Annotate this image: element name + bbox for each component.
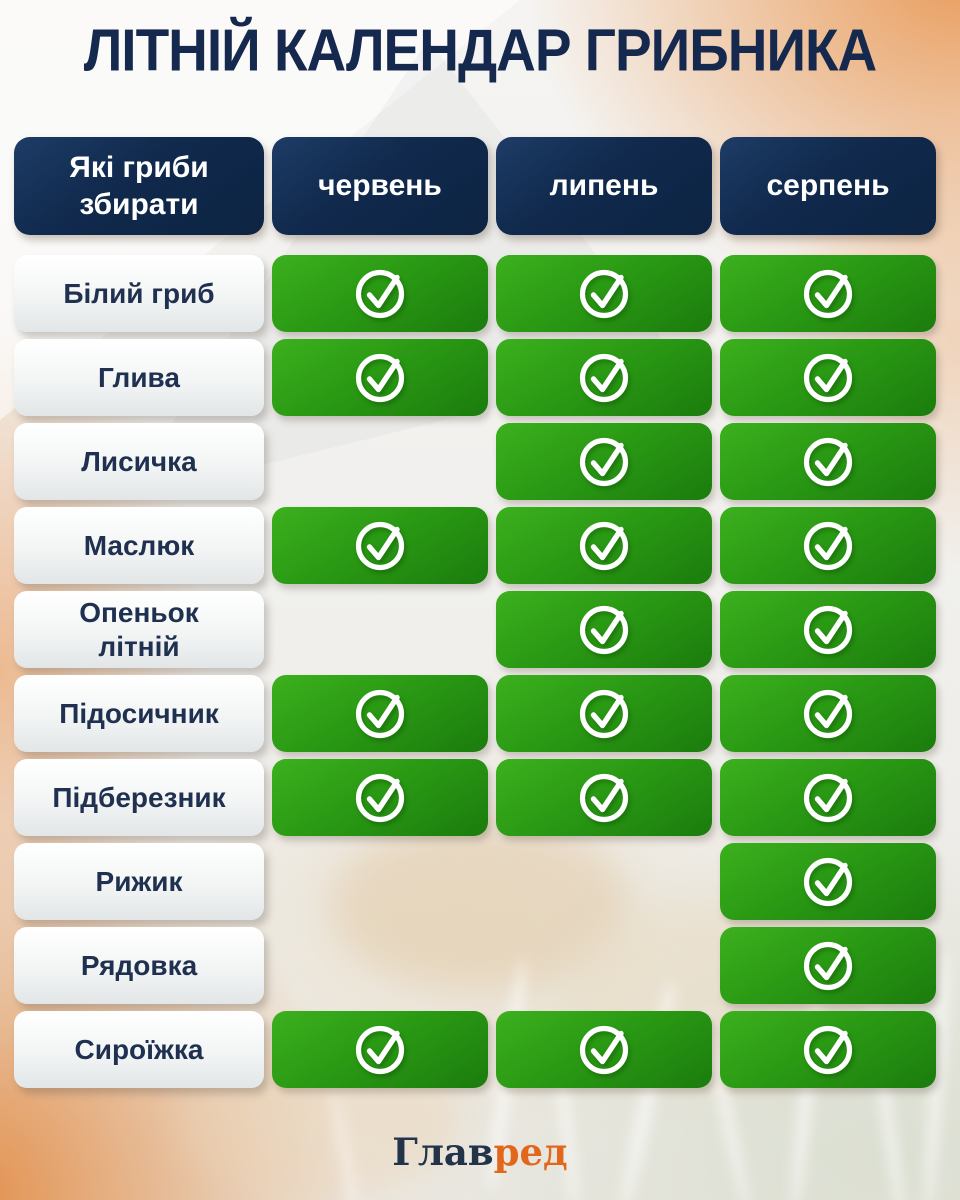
check-circle-icon: [579, 773, 629, 822]
mushroom-label: Опеньок літній: [14, 591, 264, 668]
check-circle-icon: [803, 857, 853, 906]
check-circle-icon: [803, 521, 853, 570]
empty-cell-row8-month1: [272, 843, 488, 920]
mushroom-label: Підосичник: [14, 675, 264, 752]
check-circle-icon: [355, 269, 405, 318]
check-circle-icon: [355, 353, 405, 402]
table-body: Білий гриб Глива Лисичка Маслюк Опеньок …: [14, 255, 936, 1088]
check-cell-row7-month3: [720, 759, 936, 836]
empty-cell-row8-month2: [496, 843, 712, 920]
check-cell-row10-month1: [272, 1011, 488, 1088]
check-circle-icon: [579, 521, 629, 570]
check-circle-icon: [803, 605, 853, 654]
check-cell-row6-month1: [272, 675, 488, 752]
check-circle-icon: [803, 773, 853, 822]
check-cell-row8-month3: [720, 843, 936, 920]
mushroom-label: Рядовка: [14, 927, 264, 1004]
mushroom-label: Підберезник: [14, 759, 264, 836]
check-circle-icon: [355, 773, 405, 822]
header-month-3: серпень: [720, 137, 936, 235]
check-circle-icon: [579, 269, 629, 318]
check-cell-row5-month3: [720, 591, 936, 668]
check-cell-row6-month2: [496, 675, 712, 752]
check-circle-icon: [579, 353, 629, 402]
check-circle-icon: [579, 437, 629, 486]
header-mushroom-column: Які гриби збирати: [14, 137, 264, 235]
check-cell-row1-month2: [496, 255, 712, 332]
table-header-row: Які гриби збирати червень липень серпень: [14, 137, 936, 235]
check-cell-row9-month3: [720, 927, 936, 1004]
empty-cell-row9-month1: [272, 927, 488, 1004]
check-cell-row4-month2: [496, 507, 712, 584]
logo-text-dark: Глав: [392, 1130, 494, 1174]
empty-cell-row9-month2: [496, 927, 712, 1004]
mushroom-label: Глива: [14, 339, 264, 416]
empty-cell-row3-month1: [272, 423, 488, 500]
check-cell-row4-month1: [272, 507, 488, 584]
check-circle-icon: [803, 689, 853, 738]
check-cell-row10-month3: [720, 1011, 936, 1088]
check-cell-row3-month2: [496, 423, 712, 500]
check-circle-icon: [803, 353, 853, 402]
check-cell-row2-month2: [496, 339, 712, 416]
check-circle-icon: [579, 1025, 629, 1074]
check-circle-icon: [803, 269, 853, 318]
check-cell-row2-month3: [720, 339, 936, 416]
check-cell-row4-month3: [720, 507, 936, 584]
page-title: ЛІТНІЙ КАЛЕНДАР ГРИБНИКА: [83, 16, 878, 84]
mushroom-label: Рижик: [14, 843, 264, 920]
check-circle-icon: [579, 689, 629, 738]
mushroom-label: Сироїжка: [14, 1011, 264, 1088]
check-cell-row1-month3: [720, 255, 936, 332]
check-cell-row7-month1: [272, 759, 488, 836]
check-circle-icon: [803, 1025, 853, 1074]
check-cell-row5-month2: [496, 591, 712, 668]
check-cell-row2-month1: [272, 339, 488, 416]
check-circle-icon: [355, 1025, 405, 1074]
mushroom-label: Лисичка: [14, 423, 264, 500]
header-month-1: червень: [272, 137, 488, 235]
logo-text-orange: ред: [493, 1130, 568, 1174]
brand-logo: Главред: [0, 1130, 960, 1174]
check-cell-row3-month3: [720, 423, 936, 500]
check-cell-row6-month3: [720, 675, 936, 752]
check-cell-row10-month2: [496, 1011, 712, 1088]
mushroom-label: Маслюк: [14, 507, 264, 584]
mushroom-label: Білий гриб: [14, 255, 264, 332]
check-circle-icon: [803, 941, 853, 990]
check-circle-icon: [355, 689, 405, 738]
check-circle-icon: [803, 437, 853, 486]
check-cell-row7-month2: [496, 759, 712, 836]
header-month-2: липень: [496, 137, 712, 235]
check-circle-icon: [355, 521, 405, 570]
check-circle-icon: [579, 605, 629, 654]
empty-cell-row5-month1: [272, 591, 488, 668]
check-cell-row1-month1: [272, 255, 488, 332]
